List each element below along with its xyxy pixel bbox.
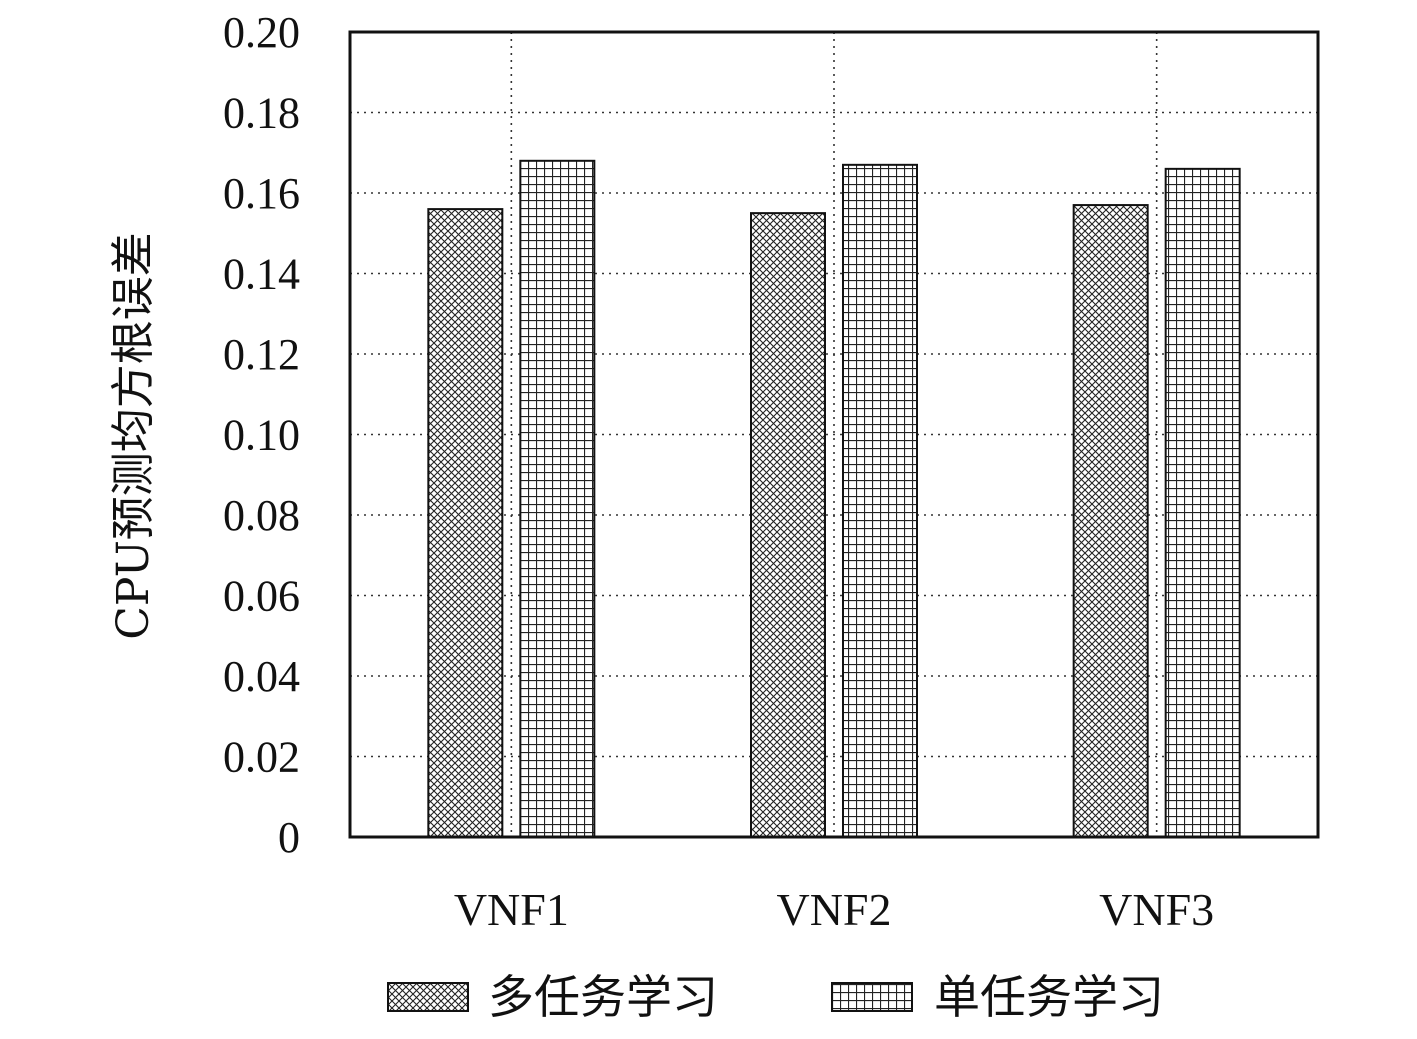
y-tick-label: 0	[278, 813, 300, 862]
x-category-label: VNF3	[1099, 884, 1214, 935]
x-category-label: VNF1	[454, 884, 569, 935]
y-tick-label: 0.16	[223, 169, 300, 218]
y-tick-label: 0.08	[223, 491, 300, 540]
x-category-label: VNF2	[776, 884, 891, 935]
y-tick-label: 0.10	[223, 411, 300, 460]
y-tick-label: 0.12	[223, 330, 300, 379]
bar-vnf3-series-1	[1072, 204, 1149, 838]
x-axis-categories: VNF1 VNF2 VNF3	[454, 884, 1214, 935]
y-axis-label: CPU预测均方根误差	[108, 232, 159, 640]
bar-vnf2-series-2	[842, 163, 918, 838]
legend-swatch-1	[387, 982, 469, 1012]
legend-swatch-2	[831, 982, 913, 1012]
legend: 多任务学习 单任务学习	[387, 970, 1164, 1024]
y-tick-label: 0.06	[223, 572, 300, 621]
y-tick-label: 0.02	[223, 733, 300, 782]
grid-lines	[350, 32, 1318, 837]
y-tick-label: 0.20	[223, 8, 300, 57]
bar-vnf3-series-2	[1164, 167, 1241, 839]
bars	[427, 159, 1241, 839]
y-tick-label: 0.14	[223, 250, 300, 299]
y-tick-label: 0.18	[223, 89, 300, 138]
plot-frame	[348, 30, 1320, 839]
bar-vnf2-series-1	[750, 212, 826, 838]
y-axis-ticks: 0 0.02 0.04 0.06 0.08 0.10 0.12 0.14 0.16 0.18 0.2…	[223, 8, 300, 862]
legend-label-1: 多任务学习	[488, 970, 718, 1024]
bar-vnf1-series-1	[427, 208, 504, 839]
legend-label-2: 单任务学习	[934, 970, 1164, 1024]
y-tick-label: 0.04	[223, 652, 300, 701]
bar-vnf1-series-2	[519, 159, 596, 839]
